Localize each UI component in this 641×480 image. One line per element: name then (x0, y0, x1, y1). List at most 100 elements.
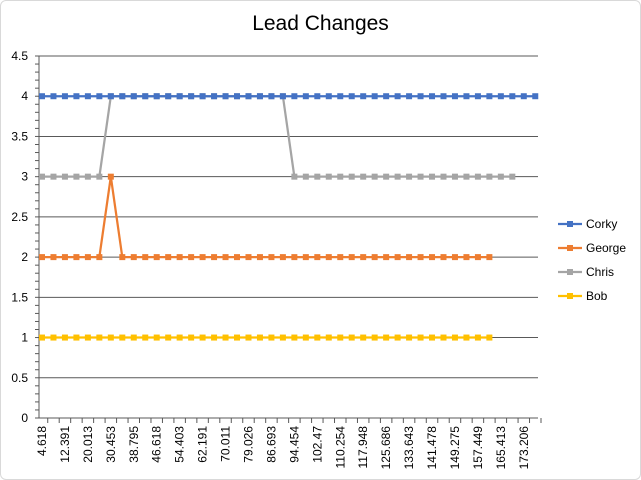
y-tick-label: 3 (21, 170, 28, 184)
data-point-george (486, 254, 493, 261)
data-point-george (256, 254, 263, 261)
data-point-george (96, 254, 103, 261)
data-point-bob (279, 334, 286, 341)
data-point-bob (256, 334, 263, 341)
data-point-chris (474, 173, 481, 180)
data-point-chris (463, 173, 470, 180)
data-point-corky (279, 93, 286, 100)
data-point-corky (130, 93, 137, 100)
data-point-corky (451, 93, 458, 100)
data-point-george (406, 254, 413, 261)
data-point-george (73, 254, 80, 261)
legend-marker-corky (567, 221, 573, 227)
y-tick-label: 0.5 (11, 371, 28, 385)
y-tick-label: 0 (21, 411, 28, 425)
data-point-corky (50, 93, 57, 100)
data-point-corky (153, 93, 160, 100)
data-point-corky (520, 93, 527, 100)
x-tick-label: 165.413 (494, 426, 508, 470)
data-point-corky (325, 93, 332, 100)
x-tick-label: 4.618 (35, 426, 49, 456)
data-point-corky (337, 93, 344, 100)
data-point-george (39, 254, 45, 261)
x-tick-label: 94.454 (287, 426, 301, 463)
x-tick-label: 20.013 (81, 426, 95, 463)
legend-marker-george (567, 245, 573, 251)
x-tick-label: 86.693 (264, 426, 278, 463)
data-point-corky (73, 93, 80, 100)
data-point-george (371, 254, 378, 261)
data-point-george (394, 254, 401, 261)
data-point-bob (451, 334, 458, 341)
x-tick-label: 133.643 (402, 426, 416, 470)
data-point-bob (474, 334, 481, 341)
data-point-corky (497, 93, 504, 100)
data-point-chris (84, 173, 91, 180)
data-point-corky (199, 93, 206, 100)
data-point-bob (176, 334, 183, 341)
data-point-chris (96, 173, 103, 180)
data-point-corky (348, 93, 355, 100)
data-point-chris (39, 173, 45, 180)
data-point-bob (107, 334, 114, 341)
y-tick-label: 2.5 (11, 210, 28, 224)
data-point-bob (429, 334, 436, 341)
data-point-corky (268, 93, 275, 100)
data-point-bob (383, 334, 390, 341)
data-point-chris (50, 173, 57, 180)
data-point-george (50, 254, 57, 261)
data-point-george (337, 254, 344, 261)
data-point-george (107, 173, 114, 180)
x-tick-label: 54.403 (173, 426, 187, 463)
y-tick-label: 4 (21, 89, 28, 103)
x-tick-label: 141.478 (425, 426, 439, 470)
data-point-corky (509, 93, 516, 100)
data-point-george (176, 254, 183, 261)
data-point-george (451, 254, 458, 261)
data-point-bob (188, 334, 195, 341)
data-point-bob (371, 334, 378, 341)
series-line-george (42, 175, 490, 259)
data-point-george (130, 254, 137, 261)
data-point-bob (337, 334, 344, 341)
data-point-bob (211, 334, 218, 341)
data-point-chris (73, 173, 80, 180)
data-point-corky (211, 93, 218, 100)
data-point-bob (302, 334, 309, 341)
data-point-chris (406, 173, 413, 180)
data-point-george (84, 254, 91, 261)
data-point-bob (153, 334, 160, 341)
x-tick-label: 173.206 (517, 426, 531, 470)
data-point-george (119, 254, 126, 261)
data-point-george (348, 254, 355, 261)
x-tick-label: 30.453 (104, 426, 118, 463)
data-point-chris (440, 173, 447, 180)
data-point-chris (291, 173, 298, 180)
data-point-george (268, 254, 275, 261)
x-tick-label: 102.47 (310, 426, 324, 463)
data-point-george (474, 254, 481, 261)
data-point-george (188, 254, 195, 261)
data-point-bob (440, 334, 447, 341)
data-point-bob (50, 334, 57, 341)
data-point-corky (234, 93, 241, 100)
data-point-george (199, 254, 206, 261)
data-point-chris (314, 173, 321, 180)
data-point-corky (474, 93, 481, 100)
data-point-chris (417, 173, 424, 180)
data-point-chris (337, 173, 344, 180)
x-tick-label: 46.618 (150, 426, 164, 463)
data-point-corky (222, 93, 229, 100)
data-point-corky (245, 93, 252, 100)
data-point-bob (245, 334, 252, 341)
data-point-bob (84, 334, 91, 341)
data-point-bob (234, 334, 241, 341)
data-point-corky (532, 93, 539, 100)
data-point-corky (383, 93, 390, 100)
x-tick-label: 157.449 (471, 426, 485, 470)
data-point-chris (302, 173, 309, 180)
y-tick-label: 2 (21, 250, 28, 264)
x-tick-label: 62.191 (196, 426, 210, 463)
data-point-corky (463, 93, 470, 100)
data-point-george (463, 254, 470, 261)
